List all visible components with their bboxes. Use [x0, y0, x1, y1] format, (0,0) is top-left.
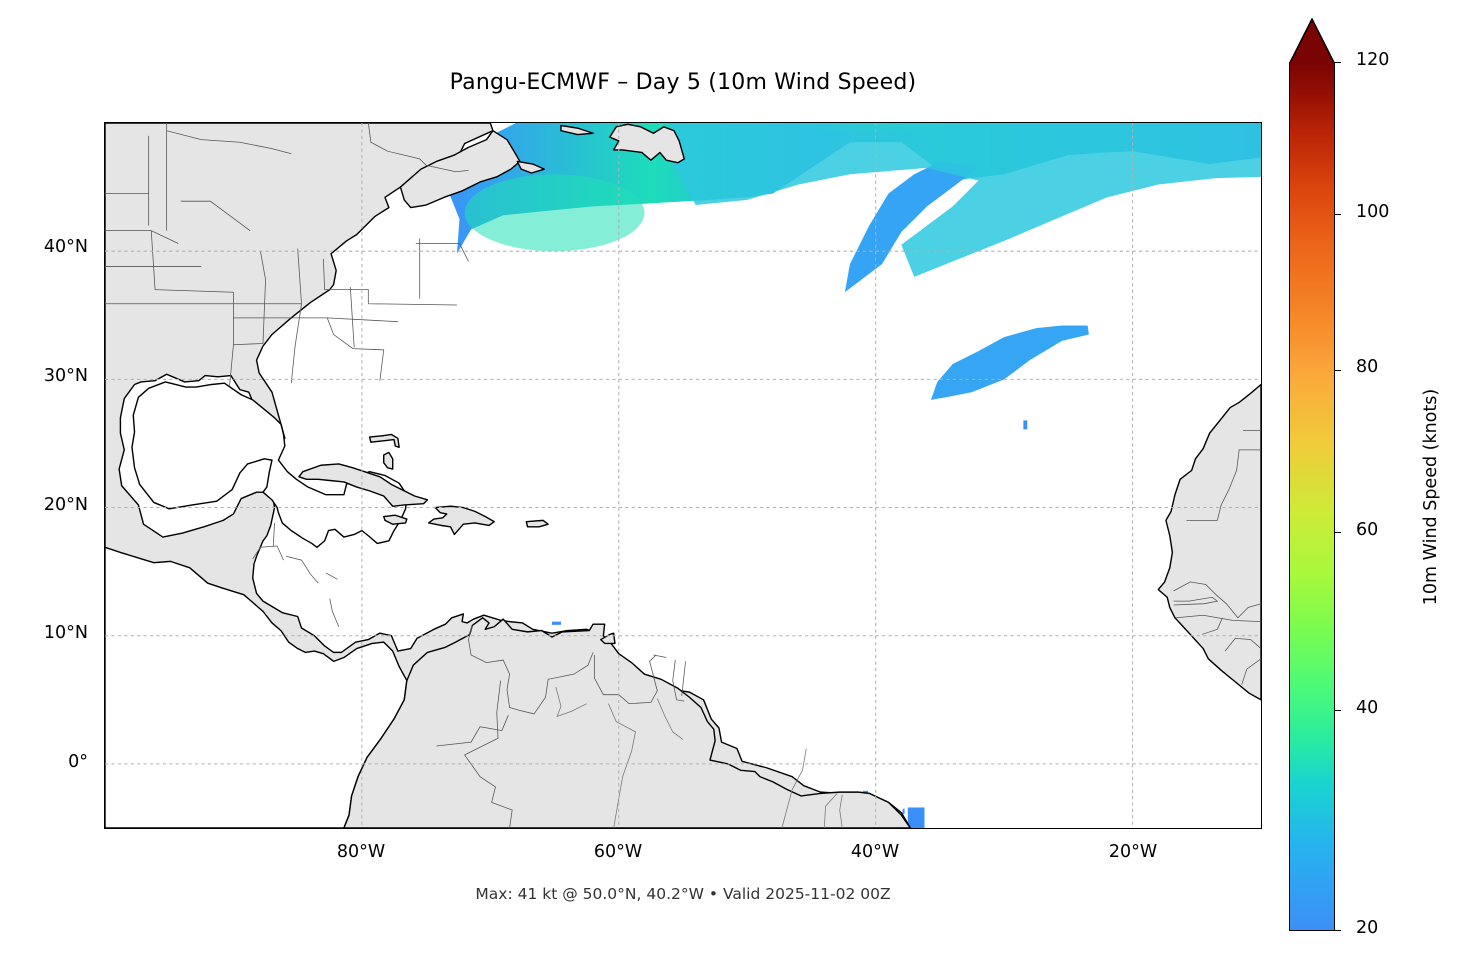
y-tick-20n: 20°N — [43, 495, 88, 515]
bahamas-1 — [368, 433, 400, 449]
colorbar-label: 10m Wind Speed (knots) — [1421, 388, 1441, 606]
colorbar-tick-mark — [1335, 62, 1341, 64]
x-tick-40w: 40°W — [850, 842, 900, 862]
bahamas-2 — [383, 451, 394, 470]
colorbar-tick-60: 60 — [1356, 520, 1379, 540]
colorbar-tick-mark — [1335, 710, 1341, 712]
colorbar-tick-40: 40 — [1356, 698, 1379, 718]
colorbar-tick-mark — [1335, 930, 1341, 932]
hispaniola — [427, 505, 495, 536]
x-tick-60w: 60°W — [593, 842, 643, 862]
jamaica — [383, 514, 408, 525]
map-plot-area — [104, 122, 1262, 829]
state-country-borders — [105, 123, 1261, 828]
newfoundland — [609, 123, 685, 164]
colorbar-tick-120: 120 — [1356, 50, 1390, 70]
colorbar — [1289, 62, 1335, 931]
colorbar-tick-80: 80 — [1356, 357, 1379, 377]
max-valid-caption: Max: 41 kt @ 50.0°N, 40.2°W • Valid 2025… — [475, 885, 891, 903]
pei-island — [516, 160, 545, 174]
x-tick-80w: 80°W — [336, 842, 386, 862]
y-tick-10n: 10°N — [43, 623, 88, 643]
colorbar-tick-mark — [1335, 214, 1341, 216]
colorbar-gradient — [1289, 62, 1335, 931]
colorbar-tick-100: 100 — [1356, 202, 1390, 222]
map-svg — [105, 123, 1261, 828]
colorbar-extend-arrow — [1289, 18, 1335, 63]
anticosti-island — [560, 124, 594, 136]
y-tick-30n: 30°N — [43, 366, 88, 386]
colorbar-tick-20: 20 — [1356, 918, 1379, 938]
y-tick-40n: 40°N — [43, 237, 88, 257]
south-america-coast — [343, 617, 912, 828]
puerto-rico — [525, 519, 549, 528]
y-tick-0: 0° — [68, 752, 88, 772]
west-africa — [1157, 383, 1261, 701]
x-tick-20w: 20°W — [1108, 842, 1158, 862]
cuba — [298, 463, 429, 507]
land-masses — [105, 123, 1261, 828]
chart-title: Pangu-ECMWF – Day 5 (10m Wind Speed) — [449, 70, 917, 95]
colorbar-tick-mark — [1335, 370, 1341, 372]
colorbar-tick-mark — [1335, 532, 1341, 534]
